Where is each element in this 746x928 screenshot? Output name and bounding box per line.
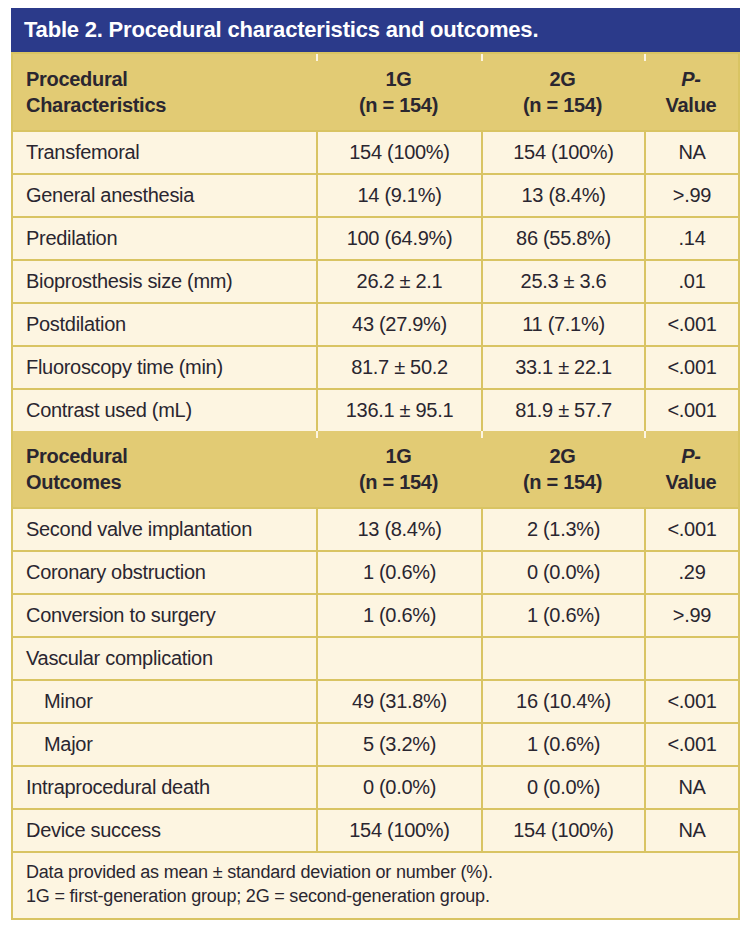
table-row: Fluoroscopy time (min) 81.7 ± 50.2 33.1 … — [13, 345, 738, 388]
p-value: <.001 — [644, 722, 738, 765]
g1-value: 26.2 ± 2.1 — [316, 259, 481, 302]
g1-value: 1 (0.6%) — [316, 550, 481, 593]
g2-value: 154 (100%) — [481, 130, 644, 173]
table-row: Bioprosthesis size (mm) 26.2 ± 2.1 25.3 … — [13, 259, 738, 302]
table-title: Table 2. Procedural characteristics and … — [11, 8, 740, 52]
g1-value: 1 (0.6%) — [316, 593, 481, 636]
p-value: NA — [644, 130, 738, 173]
row-label: Bioprosthesis size (mm) — [13, 259, 316, 302]
g2-value: 0 (0.0%) — [481, 765, 644, 808]
p-value: .14 — [644, 216, 738, 259]
table-row: Second valve implantation 13 (8.4%) 2 (1… — [13, 507, 738, 550]
p-value: <.001 — [644, 345, 738, 388]
row-label: Major — [13, 722, 316, 765]
column-header-1g: 1G (n = 154) — [316, 54, 481, 130]
column-header-pvalue: P- Value — [644, 54, 738, 130]
g2-value: 13 (8.4%) — [481, 173, 644, 216]
table-row: Contrast used (mL) 136.1 ± 95.1 81.9 ± 5… — [13, 388, 738, 431]
g2-value: 2 (1.3%) — [481, 507, 644, 550]
table-row: Transfemoral 154 (100%) 154 (100%) NA — [13, 130, 738, 173]
footnote: 1G = first-generation group; 2G = second… — [26, 884, 725, 908]
row-label: Minor — [13, 679, 316, 722]
p-value — [644, 636, 738, 679]
g1-value: 49 (31.8%) — [316, 679, 481, 722]
p-value: .01 — [644, 259, 738, 302]
g2-value: 154 (100%) — [481, 808, 644, 851]
p-value: .29 — [644, 550, 738, 593]
table-row: Device success 154 (100%) 154 (100%) NA — [13, 808, 738, 851]
g1-value: 100 (64.9%) — [316, 216, 481, 259]
g1-value: 5 (3.2%) — [316, 722, 481, 765]
column-header-characteristics: Procedural Characteristics — [13, 54, 316, 130]
g1-value: 154 (100%) — [316, 130, 481, 173]
p-value: >.99 — [644, 593, 738, 636]
row-label: Conversion to surgery — [13, 593, 316, 636]
p-value: <.001 — [644, 507, 738, 550]
table-footnotes: Data provided as mean ± standard deviati… — [13, 851, 738, 918]
section-header-characteristics: Procedural Characteristics 1G (n = 154) … — [13, 54, 738, 130]
table-row-group-label: Vascular complication — [13, 636, 738, 679]
g2-value: 11 (7.1%) — [481, 302, 644, 345]
procedural-table: Procedural Characteristics 1G (n = 154) … — [11, 52, 740, 920]
table-row: Major 5 (3.2%) 1 (0.6%) <.001 — [13, 722, 738, 765]
p-value: <.001 — [644, 388, 738, 431]
row-label: Second valve implantation — [13, 507, 316, 550]
g2-value: 1 (0.6%) — [481, 593, 644, 636]
column-header-2g: 2G (n = 154) — [481, 54, 644, 130]
row-label: Vascular complication — [13, 636, 316, 679]
g2-value: 1 (0.6%) — [481, 722, 644, 765]
footnote: Data provided as mean ± standard deviati… — [26, 860, 725, 884]
row-label: General anesthesia — [13, 173, 316, 216]
table-row: Coronary obstruction 1 (0.6%) 0 (0.0%) .… — [13, 550, 738, 593]
g1-value: 81.7 ± 50.2 — [316, 345, 481, 388]
table-row: Minor 49 (31.8%) 16 (10.4%) <.001 — [13, 679, 738, 722]
g1-value: 136.1 ± 95.1 — [316, 388, 481, 431]
g1-value: 13 (8.4%) — [316, 507, 481, 550]
g2-value: 16 (10.4%) — [481, 679, 644, 722]
row-label: Device success — [13, 808, 316, 851]
row-label: Intraprocedural death — [13, 765, 316, 808]
column-header-pvalue: P- Value — [644, 431, 738, 507]
g2-value: 86 (55.8%) — [481, 216, 644, 259]
g2-value: 0 (0.0%) — [481, 550, 644, 593]
row-label: Contrast used (mL) — [13, 388, 316, 431]
p-value: <.001 — [644, 302, 738, 345]
row-label: Fluoroscopy time (min) — [13, 345, 316, 388]
g1-value — [316, 636, 481, 679]
row-label: Transfemoral — [13, 130, 316, 173]
column-header-2g: 2G (n = 154) — [481, 431, 644, 507]
table-row: Conversion to surgery 1 (0.6%) 1 (0.6%) … — [13, 593, 738, 636]
p-value: NA — [644, 808, 738, 851]
table-row: General anesthesia 14 (9.1%) 13 (8.4%) >… — [13, 173, 738, 216]
p-value: NA — [644, 765, 738, 808]
p-value: <.001 — [644, 679, 738, 722]
g2-value: 33.1 ± 22.1 — [481, 345, 644, 388]
g1-value: 14 (9.1%) — [316, 173, 481, 216]
table-row: Intraprocedural death 0 (0.0%) 0 (0.0%) … — [13, 765, 738, 808]
g1-value: 0 (0.0%) — [316, 765, 481, 808]
g1-value: 154 (100%) — [316, 808, 481, 851]
p-value: >.99 — [644, 173, 738, 216]
column-header-1g: 1G (n = 154) — [316, 431, 481, 507]
table-row: Predilation 100 (64.9%) 86 (55.8%) .14 — [13, 216, 738, 259]
g1-value: 43 (27.9%) — [316, 302, 481, 345]
section-header-outcomes: Procedural Outcomes 1G (n = 154) 2G (n =… — [13, 431, 738, 507]
table-row: Postdilation 43 (27.9%) 11 (7.1%) <.001 — [13, 302, 738, 345]
column-header-outcomes: Procedural Outcomes — [13, 431, 316, 507]
g2-value — [481, 636, 644, 679]
row-label: Coronary obstruction — [13, 550, 316, 593]
table-panel: Table 2. Procedural characteristics and … — [11, 8, 740, 920]
g2-value: 81.9 ± 57.7 — [481, 388, 644, 431]
row-label: Predilation — [13, 216, 316, 259]
g2-value: 25.3 ± 3.6 — [481, 259, 644, 302]
row-label: Postdilation — [13, 302, 316, 345]
